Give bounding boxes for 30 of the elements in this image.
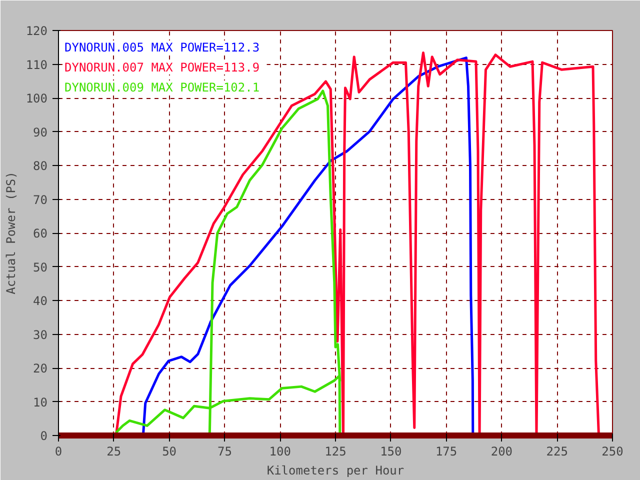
x-tick-label: 50: [162, 444, 177, 458]
y-tick-label: 80: [33, 159, 48, 173]
x-tick-label: 100: [269, 444, 291, 458]
y-tick-label: 100: [26, 92, 48, 106]
y-tick-label: 10: [33, 395, 48, 410]
y-tick-label: 110: [26, 58, 48, 72]
text: DYNORUN.007 MAX POWER=113.9: [64, 60, 260, 74]
line-series: [142, 56, 474, 436]
y-tick-label: 20: [33, 362, 48, 376]
y-tick-label: 60: [33, 226, 48, 240]
x-tick-label: 75: [217, 444, 232, 458]
y-tick-label: 0: [40, 429, 48, 443]
y-tick-label: 70: [33, 192, 48, 207]
x-axis-title: Kilometers per Hour: [266, 464, 404, 478]
y-tick-label: 120: [26, 24, 48, 38]
text: DYNORUN.009 MAX POWER=102.1: [64, 80, 260, 94]
x-tick-label: 175: [435, 444, 458, 458]
y-tick-label: 40: [33, 294, 48, 308]
y-tick-label: 30: [33, 328, 48, 342]
x-tick-label: 225: [546, 444, 568, 458]
x-tick-label: 0: [54, 444, 62, 458]
y-axis-title: Actual Power (PS): [4, 172, 18, 294]
y-tick-label: 90: [33, 125, 48, 140]
x-tick-label: 150: [380, 444, 402, 458]
x-tick-label: 200: [490, 444, 513, 458]
x-tick-label: 25: [106, 444, 122, 458]
y-tick-label: 50: [33, 260, 48, 274]
x-tick-label: 125: [324, 444, 346, 458]
x-tick-label: 250: [602, 444, 624, 458]
text: DYNORUN.005 MAX POWER=112.3: [64, 40, 260, 54]
